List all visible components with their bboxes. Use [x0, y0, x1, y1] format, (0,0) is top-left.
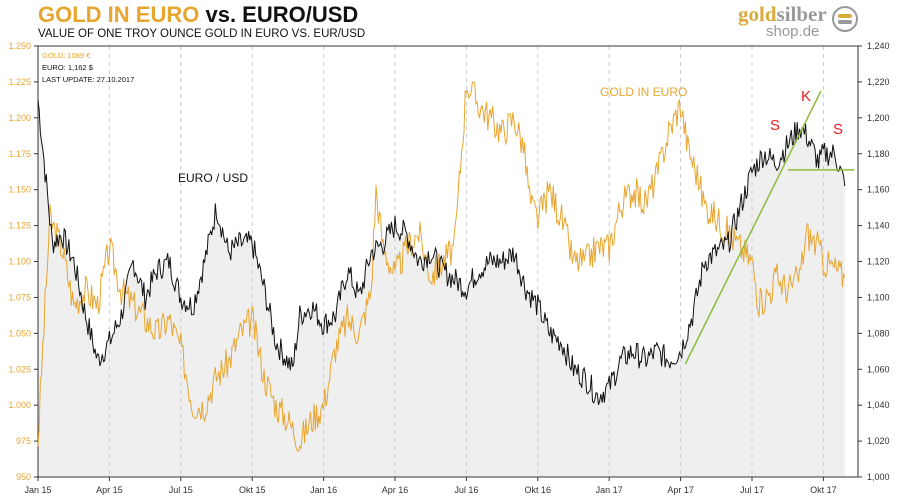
right-tick-label: 1,020: [867, 436, 890, 446]
x-tick-label: Jan 16: [310, 485, 337, 495]
logo-shop: shop.de: [766, 23, 820, 40]
x-tick-label: Jan 17: [596, 485, 623, 495]
x-tick-label: Okt 16: [525, 485, 552, 495]
right-tick-label: 1,140: [867, 221, 890, 231]
right-tick-label: 1,000: [867, 472, 890, 482]
right-tick-label: 1,160: [867, 185, 890, 195]
shoulder-left-label: S: [770, 117, 780, 134]
chart-subtitle: VALUE OF ONE TROY OUNCE GOLD IN EURO VS.…: [38, 28, 366, 40]
x-tick-label: Jan 15: [24, 485, 51, 495]
x-tick-label: Apr 15: [96, 485, 123, 495]
gold-in-euro-label: GOLD IN EURO: [600, 85, 687, 99]
left-tick-label: 1.225: [8, 77, 31, 87]
x-tick-label: Jul 16: [454, 485, 478, 495]
left-tick-label: 1.075: [8, 292, 31, 302]
logo: goldsilber shop.de: [738, 2, 827, 41]
left-tick-label: 1.175: [8, 149, 31, 159]
head-label: K: [801, 88, 811, 105]
x-tick-label: Okt 15: [239, 485, 266, 495]
x-tick-label: Jul 17: [740, 485, 764, 495]
right-tick-label: 1,200: [867, 113, 890, 123]
left-tick-label: 1.200: [8, 113, 31, 123]
x-tick-label: Jul 15: [169, 485, 193, 495]
title-gold: GOLD IN EURO: [38, 2, 200, 27]
info-box: GOLD: 1089 € EURO: 1,162 $ LAST UPDATE: …: [42, 50, 134, 86]
info-gold: GOLD: 1089 €: [42, 51, 91, 60]
x-tick-label: Apr 17: [667, 485, 694, 495]
x-tick-label: Okt 17: [810, 485, 837, 495]
left-tick-label: 1.100: [8, 257, 31, 267]
x-tick-label: Apr 16: [382, 485, 409, 495]
chart-title: GOLD IN EURO vs. EURO/USD: [38, 2, 358, 28]
left-tick-label: 1.000: [8, 400, 31, 410]
right-tick-label: 1,120: [867, 257, 890, 267]
right-tick-label: 1,100: [867, 292, 890, 302]
uptrend-line: [684, 90, 822, 365]
right-tick-label: 1,040: [867, 400, 890, 410]
right-tick-label: 1,240: [867, 41, 890, 51]
shoulder-right-label: S: [833, 121, 843, 138]
logo-gold: gold: [738, 2, 777, 26]
right-tick-label: 1,180: [867, 149, 890, 159]
euro-usd-label: EURO / USD: [178, 171, 248, 185]
logo-silber: silber: [776, 2, 827, 26]
left-tick-label: 1.125: [8, 221, 31, 231]
right-tick-label: 1,220: [867, 77, 890, 87]
gold-line: [37, 81, 846, 452]
left-tick-label: 1.050: [8, 328, 31, 338]
left-tick-label: 1.250: [8, 41, 31, 51]
info-update: LAST UPDATE: 27.10.2017: [42, 75, 135, 84]
euro-line: [37, 100, 846, 406]
left-tick-label: 1.025: [8, 364, 31, 374]
logo-coin-icon: [832, 6, 858, 32]
left-tick-label: 1.150: [8, 185, 31, 195]
title-rest: vs. EURO/USD: [205, 2, 359, 27]
euro-area-fill: [38, 100, 845, 477]
left-tick-label: 950: [16, 472, 31, 482]
right-tick-label: 1,080: [867, 328, 890, 338]
right-tick-label: 1,060: [867, 364, 890, 374]
info-euro: EURO: 1,162 $: [42, 63, 93, 72]
left-tick-label: 975: [16, 436, 31, 446]
